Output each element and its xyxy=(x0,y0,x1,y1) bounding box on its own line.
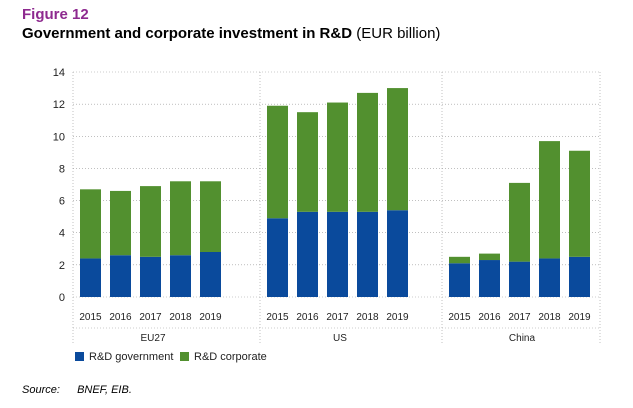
x-tick-label: 2016 xyxy=(109,312,132,323)
bar-government xyxy=(140,256,161,297)
x-tick-label: 2017 xyxy=(326,312,349,323)
chart-title: Government and corporate investment in R… xyxy=(22,25,440,42)
bar-corporate xyxy=(449,256,470,264)
x-tick-label: 2017 xyxy=(139,312,162,323)
group-label: US xyxy=(333,333,347,344)
x-tick-label: 2015 xyxy=(266,312,289,323)
bar-corporate xyxy=(80,189,101,259)
y-tick-label: 6 xyxy=(59,196,65,208)
bar-corporate xyxy=(387,88,408,211)
y-tick-label: 12 xyxy=(53,99,65,111)
x-tick-label: 2019 xyxy=(386,312,409,323)
x-tick-label: 2017 xyxy=(508,312,531,323)
x-tick-label: 2018 xyxy=(169,312,192,323)
legend-swatch xyxy=(75,352,84,361)
y-tick-label: 8 xyxy=(59,163,65,175)
y-tick-label: 0 xyxy=(59,292,65,304)
bar-corporate xyxy=(569,150,590,257)
group-label: EU27 xyxy=(140,333,165,344)
x-tick-label: 2018 xyxy=(356,312,379,323)
figure-label: Figure 12 xyxy=(22,6,89,23)
bar-government xyxy=(539,258,560,297)
bar-corporate xyxy=(539,141,560,259)
bar-government xyxy=(327,211,348,297)
bar-government xyxy=(200,252,221,297)
x-tick-label: 2016 xyxy=(296,312,319,323)
bar-government xyxy=(387,210,408,297)
bar-government xyxy=(170,255,191,297)
x-tick-label: 2019 xyxy=(199,312,222,323)
group-label: China xyxy=(509,333,536,344)
bar-corporate xyxy=(509,182,530,262)
bar-corporate xyxy=(479,253,500,261)
bar-corporate xyxy=(327,102,348,212)
bar-corporate xyxy=(110,190,131,256)
chart-title-unit: (EUR billion) xyxy=(356,25,441,42)
legend-swatch xyxy=(180,352,189,361)
y-tick-label: 14 xyxy=(53,67,65,79)
y-tick-label: 10 xyxy=(53,131,65,143)
bar-government xyxy=(297,211,318,297)
y-tick-label: 4 xyxy=(59,228,65,240)
bar-corporate xyxy=(200,181,221,252)
bar-government xyxy=(80,258,101,297)
bar-government xyxy=(569,256,590,297)
y-tick-label: 2 xyxy=(59,260,65,272)
legend-label: R&D government xyxy=(89,351,173,363)
bar-government xyxy=(509,261,530,297)
source-note: Source: BNEF, EIB. xyxy=(22,384,132,396)
source-label: Source: xyxy=(22,384,60,396)
bar-corporate xyxy=(140,186,161,257)
source-text: BNEF, EIB. xyxy=(77,384,132,396)
bar-corporate xyxy=(267,105,288,219)
x-tick-label: 2015 xyxy=(79,312,102,323)
bar-government xyxy=(357,211,378,297)
bar-government xyxy=(479,260,500,297)
bar-corporate xyxy=(170,181,191,256)
x-tick-label: 2016 xyxy=(478,312,501,323)
x-tick-label: 2018 xyxy=(538,312,561,323)
bar-government xyxy=(110,255,131,297)
chart-title-main: Government and corporate investment in R… xyxy=(22,25,353,42)
x-tick-label: 2015 xyxy=(448,312,471,323)
x-tick-label: 2019 xyxy=(568,312,591,323)
legend-label: R&D corporate xyxy=(194,351,267,363)
bar-government xyxy=(449,263,470,297)
bar-corporate xyxy=(357,92,378,212)
bar-corporate xyxy=(297,112,318,212)
bar-government xyxy=(267,218,288,297)
